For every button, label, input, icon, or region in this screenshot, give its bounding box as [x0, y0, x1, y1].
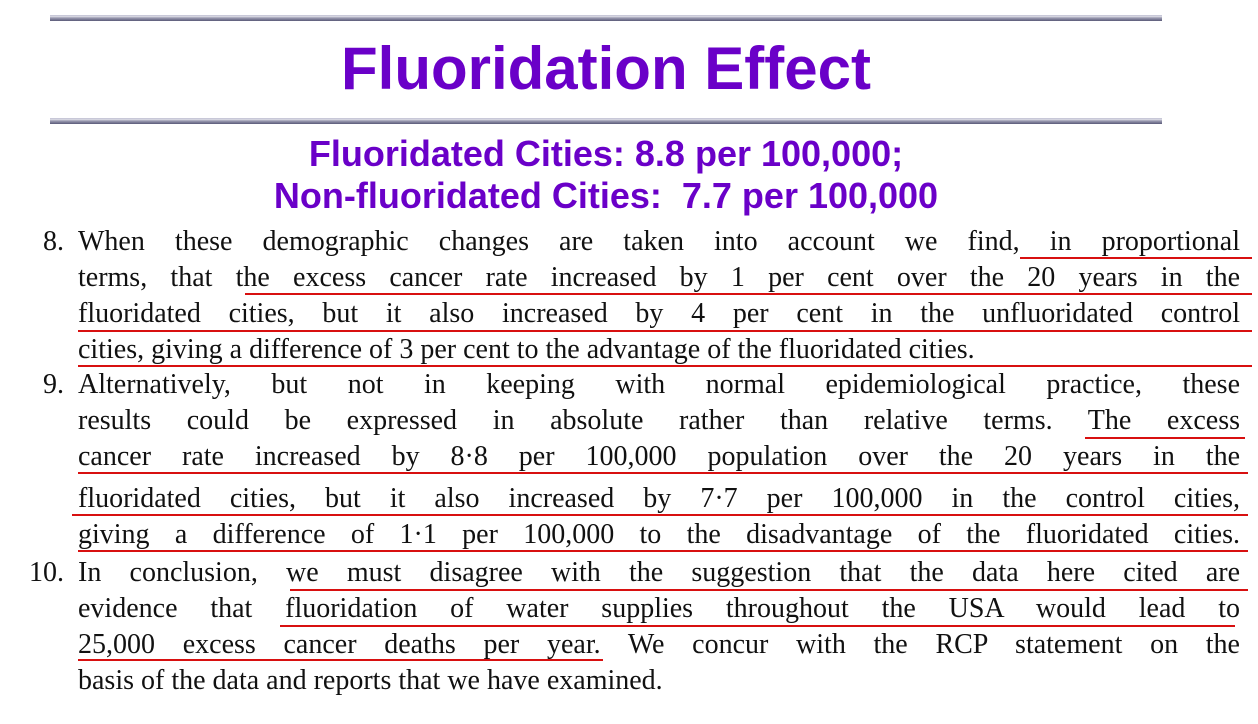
underline-mark	[72, 514, 1248, 516]
title-divider	[50, 118, 1162, 124]
underline-mark	[78, 659, 603, 661]
paragraph-line: Alternatively, but not in keeping with n…	[78, 369, 1240, 400]
paragraph-line: cancer rate increased by 8·8 per 100,000…	[78, 441, 1240, 472]
subtitle-fluoridated: Fluoridated Cities: 8.8 per 100,000;	[308, 133, 904, 174]
underline-mark	[1020, 257, 1252, 259]
paragraph-line: giving a difference of 1·1 per 100,000 t…	[78, 519, 1240, 550]
paragraph-line: results could be expressed in absolute r…	[78, 405, 1240, 436]
top-divider	[50, 15, 1162, 21]
underline-mark	[78, 365, 1252, 367]
paragraph-line: evidence that fluoridation of water supp…	[78, 593, 1240, 624]
subtitle-non-fluoridated: Non-fluoridated Cities: 7.7 per 100,000	[273, 175, 939, 216]
underline-mark	[245, 293, 1252, 295]
underline-mark	[78, 550, 1248, 552]
paragraph-line: When these demographic changes are taken…	[78, 226, 1240, 257]
paragraph-line: In conclusion, we must disagree with the…	[78, 557, 1240, 588]
paragraph-line: cities, giving a difference of 3 per cen…	[78, 334, 975, 365]
paragraph-number: 9.	[43, 369, 64, 400]
page-title: Fluoridation Effect	[341, 35, 871, 102]
underline-mark	[78, 472, 1248, 474]
underline-mark	[280, 625, 1235, 627]
underline-mark	[1085, 437, 1245, 439]
paragraph-line: fluoridated cities, but it also increase…	[78, 298, 1240, 329]
underline-mark	[78, 330, 1252, 332]
paragraph-line: basis of the data and reports that we ha…	[78, 665, 663, 696]
underline-mark	[290, 589, 1248, 591]
paragraph-line: terms, that the excess cancer rate incre…	[78, 262, 1240, 293]
paragraph-number: 8.	[43, 226, 64, 257]
paragraph-line: fluoridated cities, but it also increase…	[78, 483, 1240, 514]
paragraph-number: 10.	[29, 557, 64, 588]
paragraph-line: 25,000 excess cancer deaths per year. We…	[78, 629, 1240, 660]
